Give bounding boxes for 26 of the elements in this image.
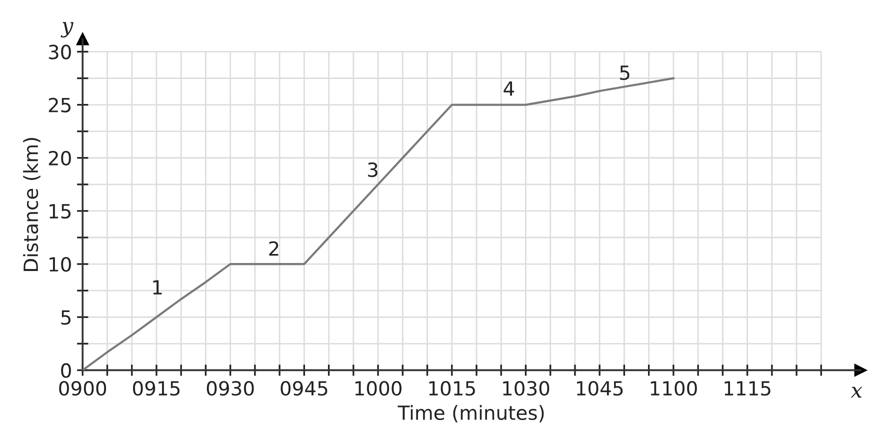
y-tick-label: 30	[48, 44, 71, 60]
x-tick-label: 1030	[503, 380, 550, 396]
x-tick-label: 1115	[724, 381, 770, 396]
x-tick-label: 0900	[59, 380, 106, 396]
text: y	[60, 22, 74, 38]
annotation: 2	[269, 241, 278, 256]
annotation: 4	[504, 82, 514, 96]
annotation: 3	[368, 162, 378, 178]
text: x	[850, 386, 862, 398]
y-axis-title: Distance (km)	[23, 138, 40, 271]
x-tick-label: 0915	[133, 380, 180, 396]
x-tick-label: 1100	[650, 380, 697, 396]
x-axis-title: Time (minutes)	[398, 405, 544, 422]
x-tick-label: 1015	[429, 380, 475, 396]
y-tick-label: 0	[61, 363, 71, 378]
x-tick-label: 1000	[355, 380, 402, 396]
y-tick-label: 10	[50, 257, 71, 272]
annotation: 5	[620, 66, 630, 80]
x-tick-label: 0945	[280, 380, 328, 396]
y-tick-label: 20	[48, 150, 71, 166]
y-tick-label: 25	[48, 98, 71, 112]
x-tick-label: 0930	[206, 380, 254, 396]
y-tick-label: 15	[50, 204, 71, 219]
x-tick-label: 1045	[576, 380, 623, 396]
annotation: 1	[153, 280, 162, 294]
y-tick-label: 5	[61, 310, 71, 325]
